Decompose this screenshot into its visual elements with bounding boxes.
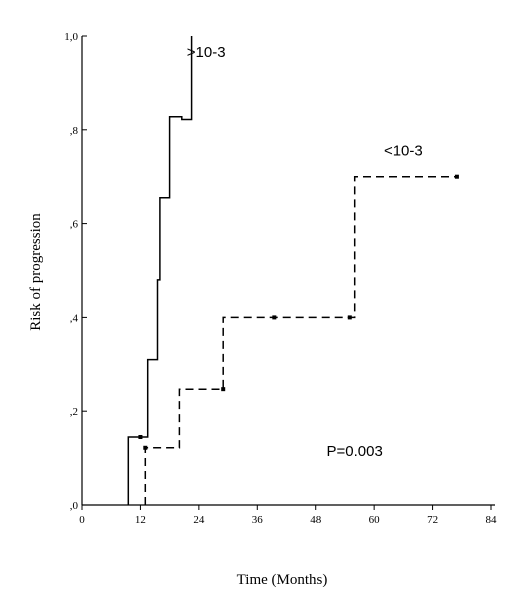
censor-mark — [143, 445, 148, 450]
x-tick-label: 0 — [79, 514, 85, 526]
y-tick-label: ,0 — [70, 500, 79, 512]
y-tick-label: ,2 — [70, 406, 78, 418]
annotation-2: <10-3 — [384, 143, 423, 160]
x-tick-label: 84 — [486, 514, 498, 526]
y-axis-title: Risk of progression — [28, 213, 44, 331]
censor-mark — [454, 174, 459, 179]
censor-mark — [272, 315, 277, 320]
x-tick-label: 12 — [135, 514, 146, 526]
y-tick-label: 1,0 — [64, 31, 78, 43]
x-axis-title: Time (Months) — [237, 572, 328, 588]
axes — [81, 36, 495, 506]
ticks: 0 12 24 36 48 60 72 84 ,0 ,2 ,4 ,6 ,8 1,0 — [64, 31, 497, 526]
censor-mark — [138, 434, 143, 439]
x-tick-label: 48 — [310, 514, 322, 526]
x-tick-label: 60 — [369, 514, 381, 526]
y-tick-label: ,8 — [70, 125, 79, 137]
x-tick-label: 24 — [193, 514, 205, 526]
series-line-2 — [144, 175, 457, 505]
censor-mark — [347, 315, 352, 320]
y-tick-label: ,4 — [70, 312, 79, 324]
censor-mark — [221, 387, 226, 392]
x-tick-label: 72 — [427, 514, 438, 526]
annotations: >10-3 <10-3 P=0.003 — [187, 44, 423, 460]
annotation-3: P=0.003 — [327, 443, 383, 460]
series-line-1 — [127, 36, 193, 505]
y-tick-label: ,6 — [70, 219, 79, 231]
annotation-1: >10-3 — [187, 44, 226, 61]
series — [127, 36, 459, 505]
x-tick-label: 36 — [252, 514, 264, 526]
